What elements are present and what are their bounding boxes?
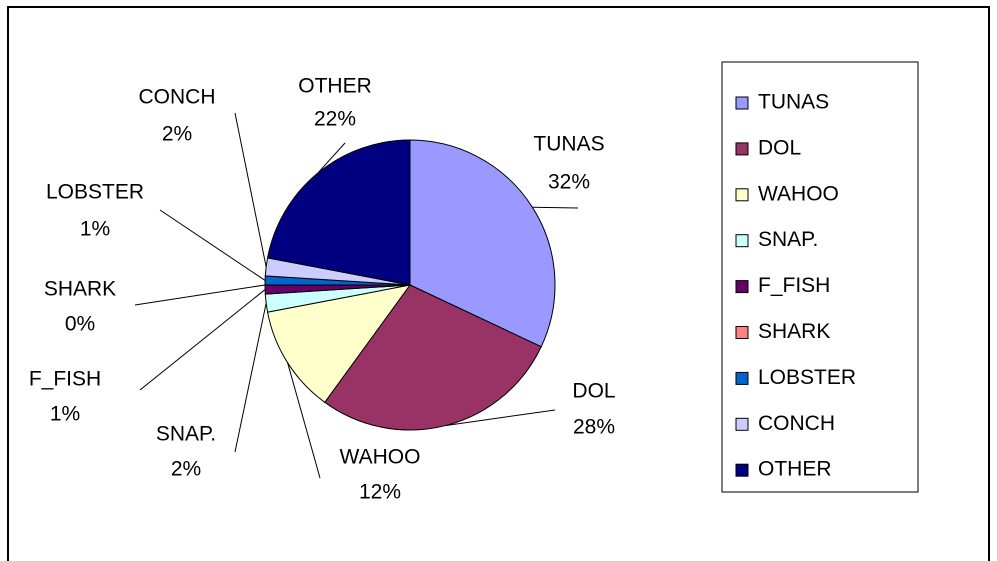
slice-label: SHARK	[44, 278, 116, 301]
leader-line	[139, 289, 266, 391]
slice-value-label: 2%	[171, 458, 201, 481]
slice-label: LOBSTER	[46, 181, 144, 204]
legend-label: OTHER	[758, 458, 832, 481]
slice-value-label: 28%	[573, 416, 615, 439]
legend-label: SHARK	[758, 320, 830, 343]
legend-swatch	[735, 371, 749, 385]
legend-swatch	[735, 234, 749, 248]
leader-line	[317, 142, 346, 174]
legend-swatch	[735, 417, 749, 431]
pie-slice	[324, 284, 542, 431]
pie-slice	[266, 284, 412, 404]
legend-label: F_FISH	[758, 274, 830, 297]
legend-swatch	[735, 326, 749, 339]
leader-line	[234, 303, 267, 453]
slice-label: TUNAS	[533, 133, 604, 156]
leader-line	[445, 409, 556, 426]
legend-label: WAHOO	[758, 182, 839, 205]
slice-label: SNAP.	[156, 423, 216, 446]
legend-label: LOBSTER	[758, 366, 856, 389]
slice-value-label: 1%	[50, 403, 80, 426]
legend-swatch	[735, 96, 749, 110]
legend-swatch	[735, 280, 749, 294]
slice-value-label: 12%	[359, 481, 401, 504]
legend-label: CONCH	[758, 412, 835, 435]
slice-label: F_FISH	[29, 368, 101, 391]
legend-swatch	[735, 463, 749, 477]
legend-swatch	[735, 188, 749, 202]
leader-line	[532, 206, 579, 209]
legend-swatch	[735, 142, 749, 156]
slice-value-label: 0%	[65, 313, 95, 336]
legend-label: TUNAS	[758, 91, 829, 114]
slice-value-label: 22%	[314, 108, 356, 131]
slice-label: DOL	[572, 380, 615, 403]
slice-value-label: 32%	[548, 171, 590, 194]
slice-label: OTHER	[298, 75, 372, 98]
leader-line	[287, 362, 321, 479]
legend-label: SNAP.	[758, 228, 818, 251]
leader-line	[159, 209, 266, 281]
slice-label: CONCH	[139, 86, 216, 109]
slice-value-label: 1%	[80, 218, 110, 241]
slice-value-label: 2%	[162, 123, 192, 146]
slice-label: WAHOO	[340, 446, 421, 469]
leader-line	[234, 112, 267, 267]
chart-frame	[7, 6, 990, 561]
legend-box	[721, 61, 919, 493]
pie-slice	[266, 139, 411, 286]
leader-line	[134, 284, 266, 306]
legend-label: DOL	[758, 136, 801, 159]
